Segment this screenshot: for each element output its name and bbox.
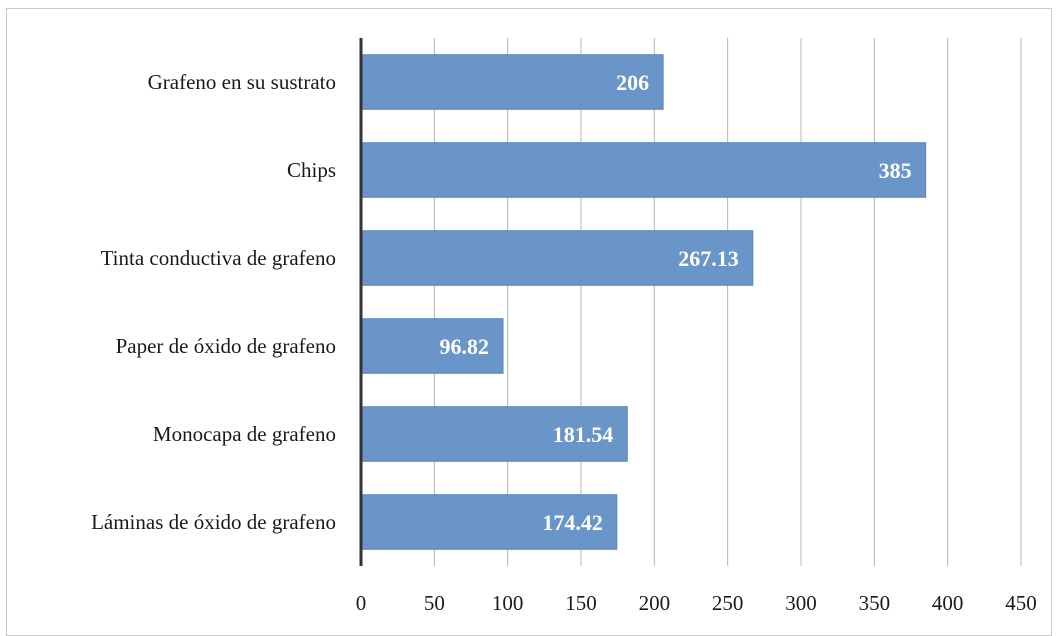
x-tick-label: 250 xyxy=(712,591,744,615)
x-tick-label: 50 xyxy=(424,591,445,615)
x-tick-label: 350 xyxy=(859,591,891,615)
bar xyxy=(360,142,927,198)
data-label: 206 xyxy=(616,70,649,95)
bar xyxy=(360,406,628,462)
x-tick-labels: 0 50 100 150 200 250 300 350 400 450 xyxy=(356,591,1037,615)
x-tick-label: 150 xyxy=(565,591,597,615)
category-label: Chips xyxy=(287,158,336,182)
category-label: Láminas de óxido de grafeno xyxy=(91,510,336,534)
data-label: 96.82 xyxy=(440,334,490,359)
bars xyxy=(360,54,927,550)
x-tick-label: 200 xyxy=(639,591,671,615)
data-label: 385 xyxy=(879,158,912,183)
x-tick-label: 400 xyxy=(932,591,964,615)
category-label: Grafeno en su sustrato xyxy=(148,70,336,94)
category-label: Paper de óxido de grafeno xyxy=(116,334,336,358)
category-label: Tinta conductiva de grafeno xyxy=(101,246,336,270)
x-tick-label: 300 xyxy=(785,591,817,615)
category-labels: Grafeno en su sustrato Chips Tinta conduct… xyxy=(91,70,336,534)
data-label: 174.42 xyxy=(542,510,603,535)
data-label: 267.13 xyxy=(678,246,739,271)
x-tick-label: 450 xyxy=(1005,591,1037,615)
data-labels: 206 385 267.13 96.82 181.54 174.42 xyxy=(440,70,912,535)
x-tick-label: 100 xyxy=(492,591,524,615)
category-label: Monocapa de grafeno xyxy=(153,422,336,446)
x-tick-label: 0 xyxy=(356,591,367,615)
bar xyxy=(360,318,504,374)
data-label: 181.54 xyxy=(553,422,614,447)
bar xyxy=(360,494,618,550)
bar xyxy=(360,230,754,286)
bar xyxy=(360,54,664,110)
gridlines xyxy=(433,38,1022,566)
